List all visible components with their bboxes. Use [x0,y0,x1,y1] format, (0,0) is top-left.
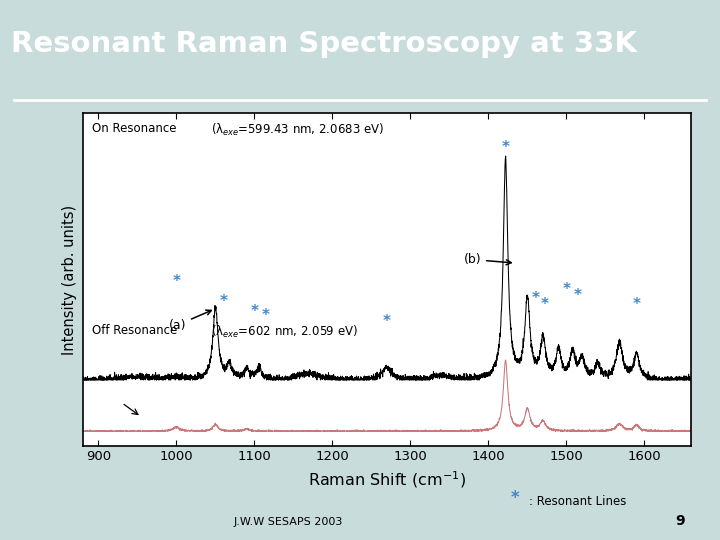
Y-axis label: Intensity (arb. units): Intensity (arb. units) [62,204,77,355]
Text: *: * [262,308,270,323]
Text: On Resonance: On Resonance [92,122,176,134]
Text: Off Resonance: Off Resonance [92,325,177,338]
Text: *: * [531,291,539,306]
Text: *: * [541,296,549,312]
Text: *: * [172,274,181,289]
Text: (b): (b) [464,253,511,266]
Text: *: * [574,288,582,303]
Text: *: * [502,140,510,155]
Text: *: * [633,296,641,312]
Text: *: * [510,489,519,507]
Text: (λ$_{exe}$=602 nm, 2.059 eV): (λ$_{exe}$=602 nm, 2.059 eV) [210,325,358,340]
Text: : Resonant Lines: : Resonant Lines [529,495,626,508]
Text: J.W.W SESAPS 2003: J.W.W SESAPS 2003 [233,517,343,527]
Text: *: * [383,314,391,329]
Text: *: * [219,294,228,309]
Text: (λ$_{exe}$=599.43 nm, 2.0683 eV): (λ$_{exe}$=599.43 nm, 2.0683 eV) [210,122,384,138]
Text: *: * [251,303,258,319]
Text: *: * [562,282,570,297]
Text: 9: 9 [675,514,685,528]
Text: Resonant Raman Spectroscopy at 33K: Resonant Raman Spectroscopy at 33K [11,30,636,58]
X-axis label: Raman Shift (cm$^{-1}$): Raman Shift (cm$^{-1}$) [308,469,466,490]
Text: (a): (a) [168,310,211,332]
